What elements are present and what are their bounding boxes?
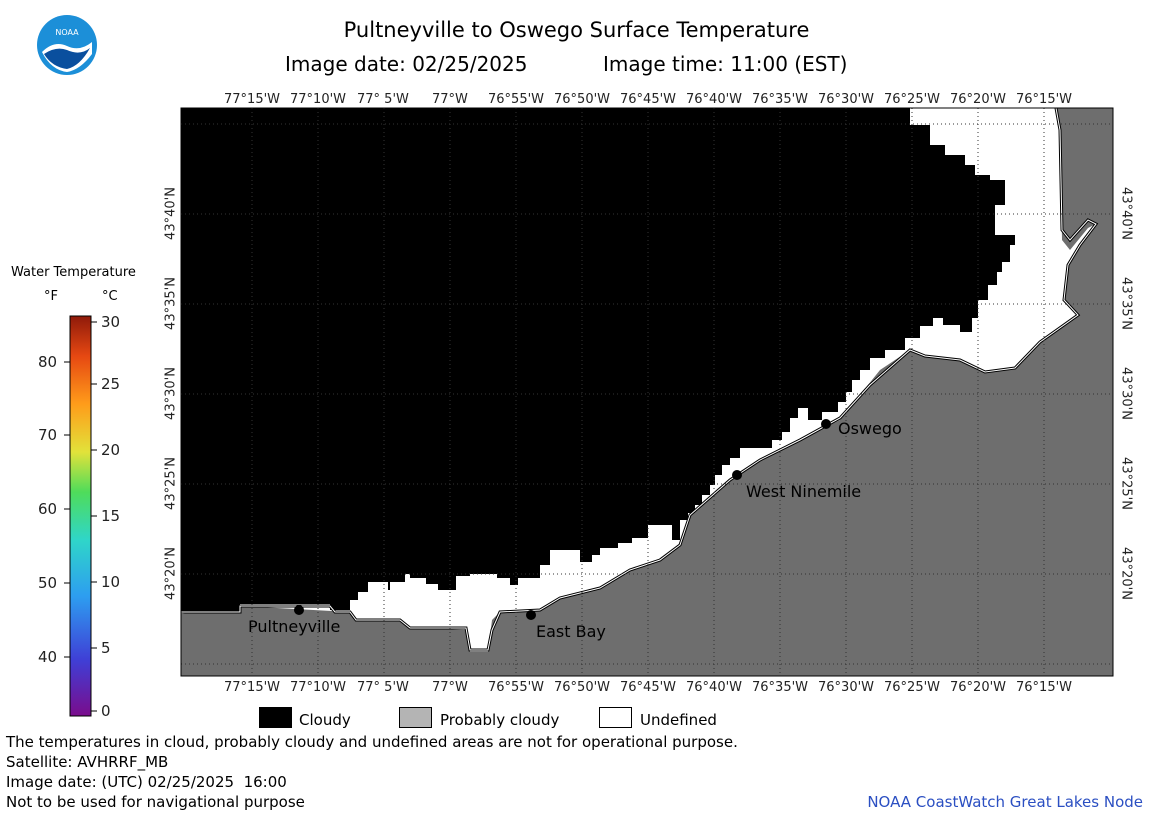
lon-label-bottom: 77°15'W [224,680,281,695]
lon-label-top: 76°45'W [620,92,677,107]
c-tick-25: 25 [101,375,121,393]
lat-label-left: 43°35'N [163,277,179,330]
lon-label-top: 76°35'W [752,92,809,107]
cloudy-area [181,108,1022,612]
navigation-warning: Not to be used for navigational purpose [6,793,305,811]
lon-label-bottom: 76°35'W [752,680,809,695]
pultneyville-marker [294,605,304,615]
lat-label-left: 43°30'N [163,367,179,420]
unit-celsius: °C [102,289,118,304]
west-ninemile-marker [732,470,742,480]
map-title: Pultneyville to Oswego Surface Temperatu… [343,18,810,42]
lon-label-bottom: 76°55'W [488,680,545,695]
surface-temperature-map [180,107,1114,677]
c-tick-0: 0 [101,702,111,720]
f-tick-50: 50 [38,574,58,592]
lon-label-top: 77° 5'W [357,92,409,107]
place-east-bay: East Bay [536,622,606,641]
lon-label-top: 76°25'W [884,92,941,107]
cloudy-swatch [259,707,292,728]
c-tick-30: 30 [101,313,121,331]
noaa-logo-icon: NOAA [37,15,97,75]
c-tick-10: 10 [101,573,121,591]
lon-label-top: 76°55'W [488,92,545,107]
c-tick-20: 20 [101,441,121,459]
oswego-marker [821,419,831,429]
lat-label-right: 43°30'N [1118,367,1134,420]
logo-text: NOAA [55,28,79,37]
f-tick-80: 80 [38,353,58,371]
lon-label-top: 76°20'W [950,92,1007,107]
probably-cloudy-label: Probably cloudy [440,711,560,729]
lon-label-bottom: 76°30'W [818,680,875,695]
lon-label-top: 76°40'W [686,92,743,107]
image-time: Image time: 11:00 (EST) [603,52,848,76]
lon-label-top: 76°50'W [554,92,611,107]
c-tick-15: 15 [101,507,121,525]
lon-label-bottom: 77° 5'W [357,680,409,695]
place-pultneyville: Pultneyville [248,617,341,636]
disclaimer: The temperatures in cloud, probably clou… [6,733,738,751]
lon-label-top: 76°15'W [1016,92,1073,107]
f-tick-70: 70 [38,426,58,444]
lat-label-right: 43°25'N [1118,457,1134,510]
lon-label-top: 77°15'W [224,92,281,107]
lon-label-bottom: 77°W [432,680,468,695]
lat-label-right: 43°35'N [1118,277,1134,330]
legend-title: Water Temperature [11,265,136,280]
east-bay-marker [526,610,536,620]
lon-label-bottom: 76°25'W [884,680,941,695]
c-tick-5: 5 [101,639,111,657]
lon-label-top: 76°30'W [818,92,875,107]
lon-label-bottom: 76°20'W [950,680,1007,695]
graticule [181,108,1113,676]
place-oswego: Oswego [838,419,902,438]
lon-label-bottom: 76°50'W [554,680,611,695]
lon-label-bottom: 76°45'W [620,680,677,695]
cloudy-label: Cloudy [299,711,351,729]
f-tick-60: 60 [38,500,58,518]
undefined-label: Undefined [640,711,717,729]
credit-link[interactable]: NOAA CoastWatch Great Lakes Node [867,793,1143,811]
utc-date: Image date: (UTC) 02/25/2025 16:00 [6,773,287,791]
lat-label-left: 43°25'N [163,457,179,510]
undefined-swatch [599,707,632,728]
lon-label-top: 77°W [432,92,468,107]
lon-label-bottom: 76°40'W [686,680,743,695]
image-date: Image date: 02/25/2025 [285,52,528,76]
lon-label-bottom: 77°10'W [290,680,347,695]
temperature-colorbar [64,315,97,717]
f-tick-40: 40 [38,648,58,666]
lat-label-right: 43°20'N [1118,547,1134,600]
lat-label-right: 43°40'N [1118,187,1134,240]
lon-label-top: 77°10'W [290,92,347,107]
lon-label-bottom: 76°15'W [1016,680,1073,695]
unit-fahrenheit: °F [44,289,58,304]
lat-label-left: 43°20'N [163,547,179,600]
satellite-info: Satellite: AVHRRF_MB [6,753,169,771]
lat-label-left: 43°40'N [163,187,179,240]
place-west-ninemile: West Ninemile [746,482,862,501]
probably-cloudy-swatch [399,707,432,728]
